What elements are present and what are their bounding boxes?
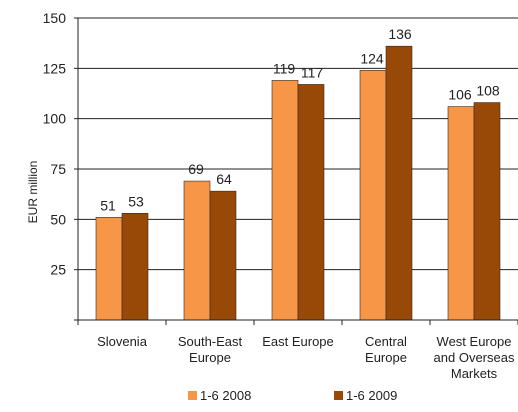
legend-swatch [334, 391, 343, 400]
bar-2009 [473, 102, 501, 321]
bar-2008 [183, 180, 211, 321]
category-label: South-East [178, 334, 243, 349]
y-tick-label: 75 [50, 161, 66, 177]
y-tick-labels: 25 50 75 100 125 150 [43, 10, 67, 278]
data-label: 136 [388, 26, 412, 42]
category-label: Europe [189, 350, 231, 365]
y-tick-label: 100 [43, 111, 67, 127]
bar-2009 [121, 212, 149, 321]
y-tick-label: 25 [50, 262, 66, 278]
axes [74, 17, 518, 325]
bar-2008 [271, 80, 299, 321]
bar-2009 [209, 190, 237, 321]
category-label: Europe [365, 350, 407, 365]
legend-label: 1-6 2009 [346, 388, 397, 403]
legend: 1-6 2008 1-6 2009 [188, 388, 397, 403]
bar-2009 [297, 84, 325, 321]
category-label: Slovenia [97, 334, 148, 349]
bar-2009 [385, 45, 413, 321]
data-label: 106 [448, 87, 472, 103]
category-label: East Europe [262, 334, 334, 349]
data-label: 119 [273, 60, 296, 76]
bar-2008 [447, 106, 475, 321]
data-label: 108 [476, 83, 500, 99]
y-tick-label: 50 [50, 211, 66, 227]
y-tick-label: 150 [43, 10, 67, 26]
data-label: 69 [188, 161, 204, 177]
data-label: 124 [360, 50, 384, 66]
category-label: Markets [451, 366, 498, 381]
data-label: 117 [301, 64, 324, 80]
y-tick-label: 125 [43, 60, 67, 76]
bar-2008 [359, 70, 387, 321]
bar-2008 [95, 217, 123, 321]
category-label: Central [365, 334, 407, 349]
bars [95, 45, 501, 321]
legend-label: 1-6 2008 [200, 388, 251, 403]
category-label: West Europe [437, 334, 512, 349]
legend-swatch [188, 391, 197, 400]
category-label: and Overseas [434, 350, 515, 365]
y-axis-title: EUR million [26, 161, 40, 224]
data-label: 51 [100, 197, 116, 213]
data-label: 53 [128, 193, 144, 209]
data-label: 64 [216, 171, 232, 187]
